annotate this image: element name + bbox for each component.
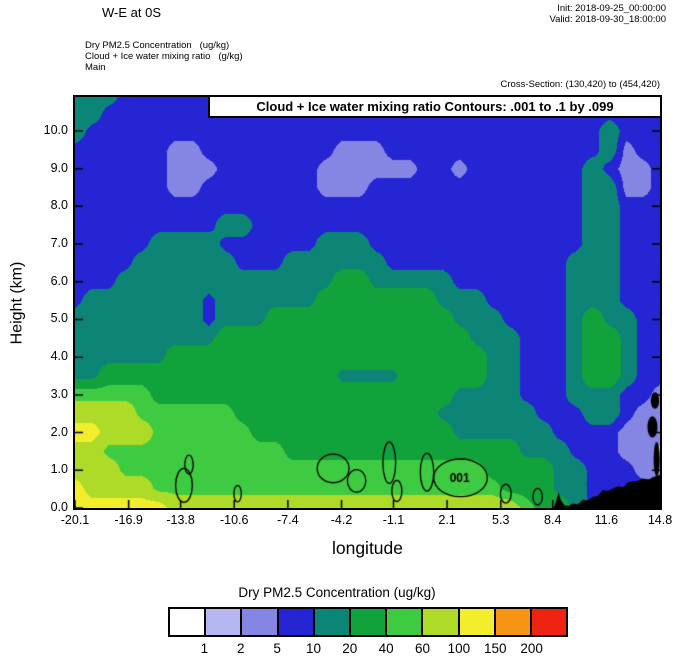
colorbar-tick-label: 60 bbox=[415, 641, 431, 656]
x-tick-label: -1.1 bbox=[382, 513, 405, 527]
y-tick-label: 0.0 bbox=[50, 500, 68, 514]
x-tick-label: -13.8 bbox=[166, 513, 195, 527]
colorbar-tick-label: 40 bbox=[378, 641, 394, 656]
colorbar-title: Dry PM2.5 Concentration (ug/kg) bbox=[238, 585, 436, 600]
x-tick-label: -10.6 bbox=[219, 513, 249, 527]
model-name-label: Main bbox=[85, 62, 106, 73]
cross-section-coords: Cross-Section: (130,420) to (454,420) bbox=[500, 79, 660, 90]
colorbar-cell bbox=[529, 607, 569, 637]
y-tick-label: 9.0 bbox=[50, 160, 68, 175]
y-tick-label: 1.0 bbox=[50, 462, 68, 477]
init-time: Init: 2018-09-25_00:00:00 bbox=[557, 3, 666, 14]
x-tick-label: 14.8 bbox=[647, 513, 673, 527]
y-tick-label: 7.0 bbox=[50, 236, 68, 251]
colorbar-tick-label: 200 bbox=[520, 641, 543, 656]
colorbar-cell bbox=[421, 607, 460, 637]
y-axis-title: Height (km) bbox=[8, 261, 25, 344]
colorbar-tick-label: 20 bbox=[342, 641, 358, 656]
y-tick-label: 5.0 bbox=[50, 311, 68, 326]
colorbar-cell bbox=[276, 607, 315, 637]
y-tick-label: 8.0 bbox=[50, 198, 68, 213]
contour-field-label: Cloud + Ice water mixing ratio (g/kg) bbox=[85, 51, 243, 62]
colorbar-cell bbox=[312, 607, 351, 637]
colorbar bbox=[168, 607, 569, 637]
fill-field-label: Dry PM2.5 Concentration (ug/kg) bbox=[85, 40, 230, 51]
colorbar-tick-label: 100 bbox=[447, 641, 471, 656]
x-tick-label: 2.1 bbox=[438, 513, 456, 527]
colorbar-cell bbox=[348, 607, 388, 637]
colorbar-tick-label: 10 bbox=[305, 641, 321, 656]
colorbar-tick-label: 5 bbox=[273, 641, 281, 656]
valid-time: Valid: 2018-09-30_18:00:00 bbox=[549, 14, 666, 25]
colorbar-cell bbox=[240, 607, 279, 637]
y-axis-title-wrap: Height (km) bbox=[0, 95, 34, 510]
x-tick-label: -4.2 bbox=[330, 513, 353, 527]
colorbar-tick-label: 2 bbox=[236, 641, 245, 656]
y-tick-label: 10.0 bbox=[43, 122, 68, 137]
x-tick-label: -7.4 bbox=[277, 513, 299, 527]
page-title: W-E at 0S bbox=[102, 5, 162, 20]
time-block: Init: 2018-09-25_00:00:00 Valid: 2018-09… bbox=[549, 3, 666, 25]
contour-banner: Cloud + Ice water mixing ratio Contours:… bbox=[208, 97, 660, 118]
x-tick-label: 11.6 bbox=[594, 513, 619, 527]
y-tick-label: 3.0 bbox=[50, 386, 68, 401]
cross-section-canvas bbox=[75, 97, 660, 508]
colorbar-tick-label: 150 bbox=[484, 641, 507, 656]
y-tick-label: 4.0 bbox=[50, 349, 68, 364]
x-tick-label: -16.9 bbox=[114, 513, 143, 527]
plot-frame: Cloud + Ice water mixing ratio Contours:… bbox=[73, 95, 662, 510]
y-tick-label: 6.0 bbox=[50, 273, 68, 288]
colorbar-tick-label: 1 bbox=[200, 641, 209, 656]
x-axis-title: longitude bbox=[331, 538, 404, 558]
colorbar-cell bbox=[385, 607, 424, 637]
x-tick-label: 5.3 bbox=[492, 513, 510, 527]
colorbar-cell bbox=[493, 607, 532, 637]
y-tick-label: 2.0 bbox=[50, 424, 68, 439]
product-legend: Dry PM2.5 Concentration (ug/kg) Cloud + … bbox=[85, 40, 243, 73]
colorbar-cell bbox=[168, 607, 207, 637]
colorbar-cell bbox=[204, 607, 243, 637]
colorbar-cell bbox=[457, 607, 496, 637]
x-tick-label: -20.1 bbox=[60, 513, 90, 527]
x-tick-label: 8.4 bbox=[544, 513, 562, 527]
